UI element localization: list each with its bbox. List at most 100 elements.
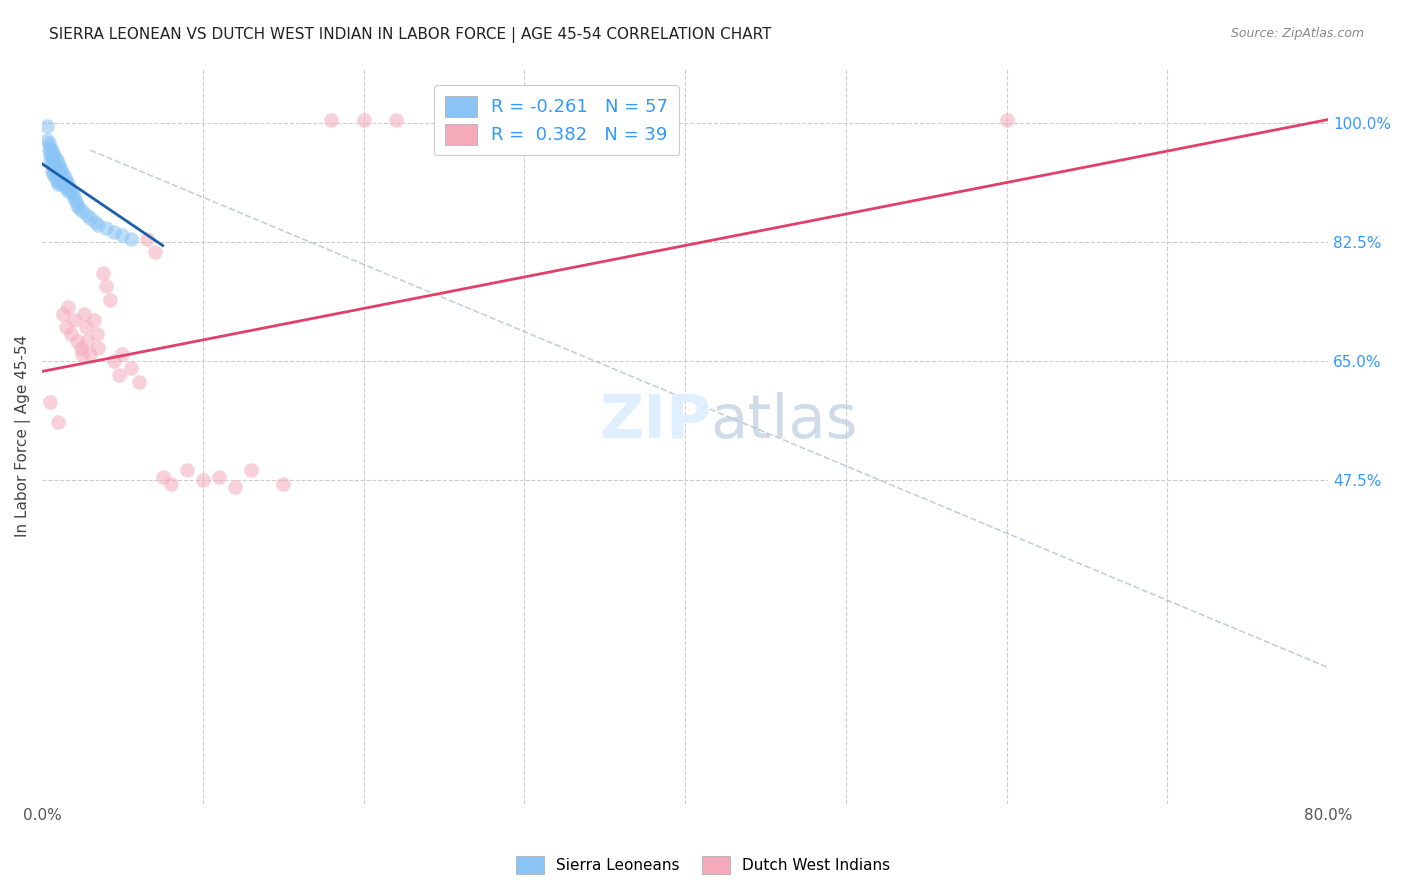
Point	[58, 180, 80, 194]
Legend: Sierra Leoneans, Dutch West Indians: Sierra Leoneans, Dutch West Indians	[510, 850, 896, 880]
Point	[98, 293, 121, 307]
Point	[38, 136, 60, 151]
Point	[72, 347, 94, 361]
Point	[73, 307, 96, 321]
Point	[53, 170, 76, 185]
Point	[49, 167, 72, 181]
Point	[41, 157, 63, 171]
Point	[86, 326, 108, 341]
Point	[995, 112, 1018, 127]
Point	[51, 170, 73, 185]
Point	[76, 208, 98, 222]
Point	[240, 463, 263, 477]
Point	[56, 300, 79, 314]
Point	[75, 320, 97, 334]
Point	[44, 163, 66, 178]
Point	[45, 174, 67, 188]
Point	[52, 307, 75, 321]
Point	[44, 170, 66, 185]
Point	[84, 215, 107, 229]
Point	[65, 194, 87, 209]
Point	[44, 157, 66, 171]
Point	[53, 178, 76, 192]
Point	[42, 146, 65, 161]
Point	[41, 163, 63, 178]
Point	[46, 178, 69, 192]
Point	[52, 167, 75, 181]
Point	[67, 201, 90, 215]
Point	[42, 167, 65, 181]
Point	[55, 180, 77, 194]
Text: atlas: atlas	[711, 392, 858, 450]
Point	[83, 313, 105, 327]
Point	[62, 187, 84, 202]
Point	[72, 204, 94, 219]
Point	[46, 157, 69, 171]
Point	[66, 197, 89, 211]
Point	[49, 160, 72, 174]
Point	[76, 334, 98, 348]
Point	[120, 361, 142, 376]
Point	[51, 178, 73, 192]
Point	[55, 320, 77, 334]
Point	[208, 470, 231, 484]
Point	[120, 232, 142, 246]
Point	[42, 153, 65, 168]
Point	[44, 150, 66, 164]
Point	[39, 146, 62, 161]
Point	[321, 112, 343, 127]
Point	[55, 174, 77, 188]
Text: ZIP: ZIP	[599, 392, 711, 450]
Point	[56, 178, 79, 192]
Point	[143, 245, 166, 260]
Point	[42, 160, 65, 174]
Point	[79, 347, 101, 361]
Point	[128, 375, 150, 389]
Point	[271, 476, 294, 491]
Point	[103, 354, 125, 368]
Point	[79, 211, 101, 226]
Point	[63, 191, 86, 205]
Point	[39, 153, 62, 168]
Point	[176, 463, 198, 477]
Point	[224, 480, 246, 494]
Point	[56, 184, 79, 198]
Point	[41, 150, 63, 164]
Point	[63, 313, 86, 327]
Point	[66, 334, 89, 348]
Y-axis label: In Labor Force | Age 45-54: In Labor Force | Age 45-54	[15, 334, 31, 537]
Point	[91, 266, 114, 280]
Point	[159, 476, 181, 491]
Point	[35, 120, 58, 134]
Point	[111, 347, 134, 361]
Point	[52, 174, 75, 188]
Point	[108, 368, 131, 382]
Point	[87, 218, 110, 232]
Point	[60, 184, 83, 198]
Point	[87, 341, 110, 355]
Point	[39, 395, 62, 409]
Point	[41, 143, 63, 157]
Point	[46, 170, 69, 185]
Point	[46, 163, 69, 178]
Legend: R = -0.261   N = 57, R =  0.382   N = 39: R = -0.261 N = 57, R = 0.382 N = 39	[433, 85, 679, 155]
Point	[353, 112, 375, 127]
Point	[111, 228, 134, 243]
Point	[103, 225, 125, 239]
Text: SIERRA LEONEAN VS DUTCH WEST INDIAN IN LABOR FORCE | AGE 45-54 CORRELATION CHART: SIERRA LEONEAN VS DUTCH WEST INDIAN IN L…	[49, 27, 772, 43]
Point	[69, 341, 91, 355]
Point	[45, 167, 67, 181]
Point	[51, 163, 73, 178]
Point	[35, 133, 58, 147]
Point	[191, 473, 214, 487]
Text: Source: ZipAtlas.com: Source: ZipAtlas.com	[1230, 27, 1364, 40]
Point	[96, 279, 118, 293]
Point	[384, 112, 406, 127]
Point	[135, 232, 157, 246]
Point	[96, 221, 118, 235]
Point	[60, 326, 83, 341]
Point	[38, 143, 60, 157]
Point	[152, 470, 174, 484]
Point	[39, 140, 62, 154]
Point	[49, 174, 72, 188]
